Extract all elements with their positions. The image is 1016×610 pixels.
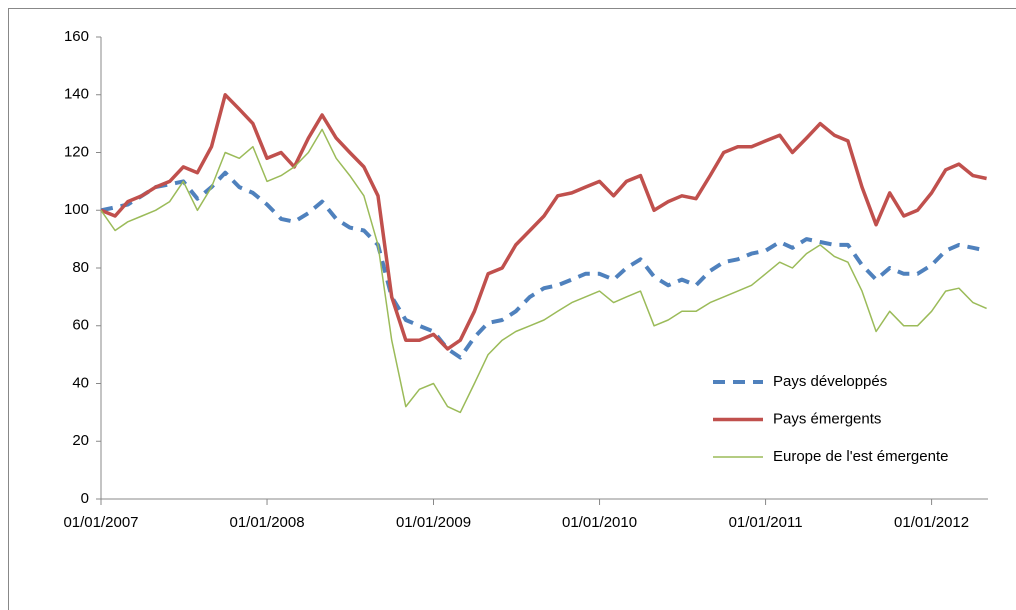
legend-label: Pays développés bbox=[773, 373, 887, 390]
x-tick-label: 01/01/2009 bbox=[396, 514, 471, 531]
x-tick-label: 01/01/2008 bbox=[229, 514, 304, 531]
y-tick-label: 120 bbox=[64, 143, 89, 160]
y-tick-label: 100 bbox=[64, 201, 89, 218]
y-tick-label: 140 bbox=[64, 86, 89, 103]
series-line bbox=[100, 170, 988, 360]
series-line bbox=[100, 93, 987, 351]
x-tick-label: 01/01/2007 bbox=[63, 514, 138, 531]
legend-label: Pays émergents bbox=[773, 410, 881, 427]
y-tick-label: 60 bbox=[72, 317, 89, 334]
y-tick-label: 20 bbox=[72, 432, 89, 449]
x-tick-label: 01/01/2011 bbox=[729, 514, 803, 531]
y-tick-label: 80 bbox=[72, 259, 89, 276]
x-tick-label: 01/01/2010 bbox=[562, 514, 637, 531]
legend-label: Europe de l'est émergente bbox=[773, 448, 948, 465]
y-tick-label: 40 bbox=[72, 374, 89, 391]
series-line bbox=[100, 128, 987, 414]
chart-frame bbox=[8, 8, 1016, 610]
y-tick-label: 160 bbox=[64, 28, 89, 45]
y-tick-label: 0 bbox=[81, 490, 89, 507]
x-tick-label: 01/01/2012 bbox=[894, 514, 969, 531]
